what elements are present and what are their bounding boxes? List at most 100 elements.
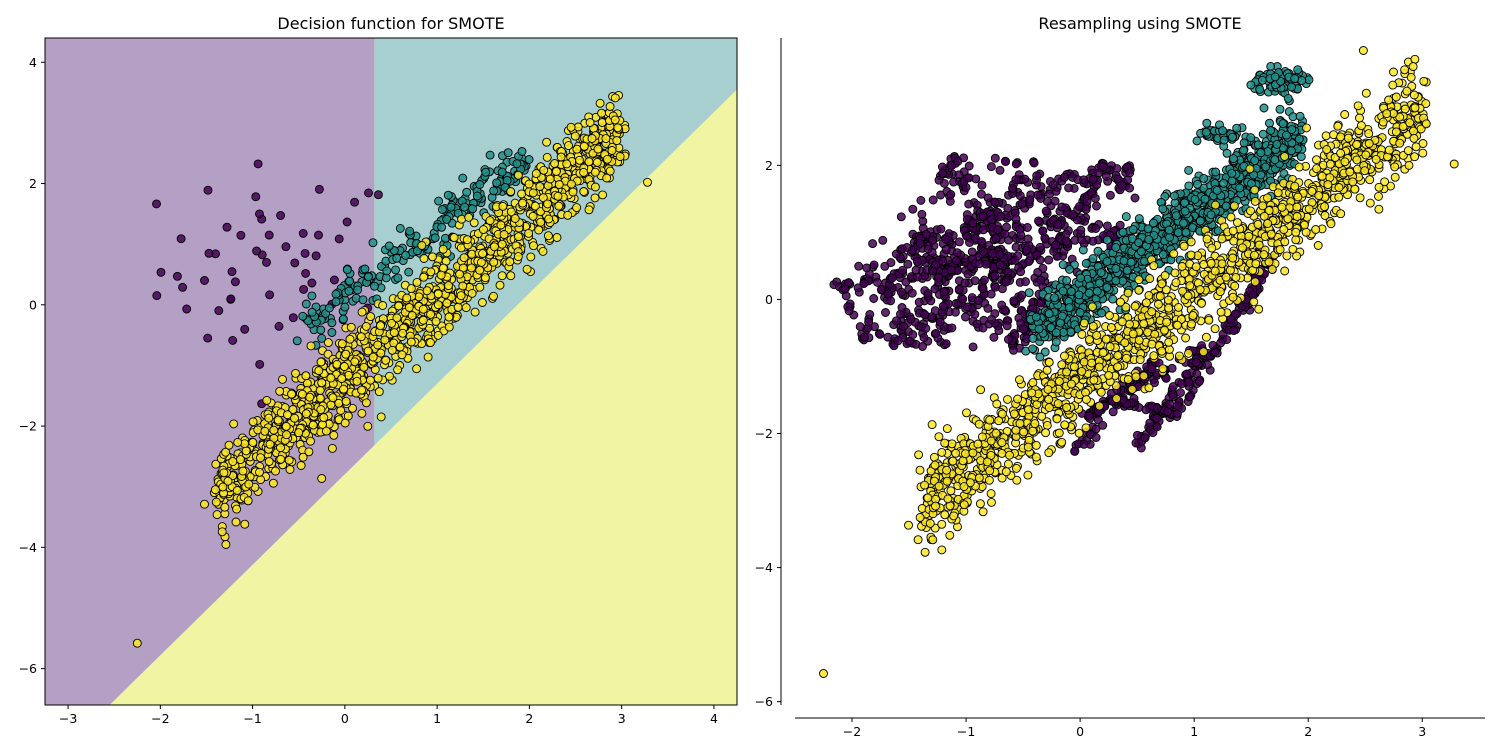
point-class-2 xyxy=(361,398,371,408)
point-class-2 xyxy=(238,466,248,476)
point-class-0 xyxy=(178,282,188,292)
point-class-0 xyxy=(1016,230,1026,240)
point-class-0 xyxy=(276,211,286,220)
point-class-1 xyxy=(1266,61,1276,71)
point-class-2 xyxy=(361,321,371,331)
point-class-2 xyxy=(542,137,552,147)
point-class-2 xyxy=(590,193,600,203)
point-class-0 xyxy=(899,321,908,331)
point-class-2 xyxy=(373,340,383,350)
point-class-1 xyxy=(1119,256,1129,266)
point-class-0 xyxy=(951,256,961,266)
point-class-1 xyxy=(1193,179,1202,189)
point-class-2 xyxy=(1074,428,1084,438)
point-class-2 xyxy=(285,465,295,474)
point-class-2 xyxy=(387,345,397,355)
point-class-1 xyxy=(292,336,302,346)
point-class-0 xyxy=(262,257,271,267)
point-class-2 xyxy=(348,403,357,413)
point-class-2 xyxy=(1267,264,1277,274)
point-class-0 xyxy=(997,300,1007,310)
point-class-1 xyxy=(331,289,341,299)
point-class-1 xyxy=(1286,146,1296,156)
point-class-0 xyxy=(1191,357,1201,367)
point-class-1 xyxy=(1250,156,1260,166)
point-class-0 xyxy=(963,269,973,279)
point-class-0 xyxy=(923,288,933,298)
point-class-0 xyxy=(961,312,970,322)
point-class-0 xyxy=(859,332,869,342)
point-class-1 xyxy=(1095,278,1104,288)
point-class-2 xyxy=(562,159,572,169)
point-class-2 xyxy=(308,420,318,430)
point-class-2 xyxy=(356,332,366,342)
point-class-1 xyxy=(1121,212,1131,222)
point-class-0 xyxy=(1025,195,1035,205)
point-class-2 xyxy=(1101,334,1111,344)
point-class-2 xyxy=(551,167,561,176)
point-class-2 xyxy=(506,187,516,196)
point-class-2 xyxy=(221,540,231,549)
point-class-2 xyxy=(287,389,296,399)
point-class-1 xyxy=(1173,228,1183,237)
point-class-2 xyxy=(328,393,338,403)
point-class-1 xyxy=(1261,162,1271,172)
point-class-2 xyxy=(1186,237,1196,247)
point-class-1 xyxy=(1219,135,1229,145)
point-class-2 xyxy=(339,362,349,372)
point-class-0 xyxy=(1165,399,1175,409)
point-class-2 xyxy=(329,430,339,440)
point-class-2 xyxy=(510,214,520,223)
point-class-0 xyxy=(236,230,246,240)
point-class-2 xyxy=(613,123,623,133)
point-class-0 xyxy=(1008,183,1017,193)
point-class-0 xyxy=(1229,326,1239,336)
point-class-0 xyxy=(939,178,949,188)
point-class-1 xyxy=(1111,243,1121,252)
point-class-0 xyxy=(964,173,974,183)
point-class-2 xyxy=(1225,265,1235,275)
point-class-2 xyxy=(1374,191,1383,201)
point-class-1 xyxy=(1190,194,1200,204)
point-class-1 xyxy=(1111,264,1121,273)
point-class-0 xyxy=(1088,236,1098,246)
point-class-0 xyxy=(1061,236,1071,246)
point-class-0 xyxy=(1098,162,1108,172)
point-class-2 xyxy=(568,187,578,197)
point-class-1 xyxy=(1202,118,1212,128)
point-class-2 xyxy=(404,303,414,312)
point-class-2 xyxy=(566,179,576,189)
point-class-0 xyxy=(946,265,956,275)
point-class-1 xyxy=(1235,183,1245,193)
point-class-2 xyxy=(423,352,433,362)
point-class-0 xyxy=(915,239,925,248)
point-class-0 xyxy=(865,309,875,319)
point-class-2 xyxy=(264,457,274,466)
point-class-0 xyxy=(1140,433,1150,443)
point-class-1 xyxy=(391,265,401,275)
point-class-2 xyxy=(217,527,227,537)
point-class-2 xyxy=(343,411,353,421)
x-tick-label: 4 xyxy=(710,711,718,726)
point-class-1 xyxy=(517,147,527,156)
y-tick-label: 4 xyxy=(29,55,37,70)
point-class-2 xyxy=(438,244,448,254)
point-class-1 xyxy=(1035,352,1045,362)
point-class-2 xyxy=(352,376,362,386)
point-class-2 xyxy=(610,93,620,103)
point-class-2 xyxy=(587,134,597,143)
point-class-1 xyxy=(1199,173,1209,183)
point-class-2 xyxy=(1353,101,1363,111)
point-class-1 xyxy=(331,297,341,307)
point-class-1 xyxy=(1200,194,1210,204)
point-class-2 xyxy=(524,228,534,238)
point-class-1 xyxy=(1092,286,1102,296)
point-class-2 xyxy=(572,203,582,213)
point-class-0 xyxy=(1117,180,1127,190)
point-class-2 xyxy=(426,267,436,277)
point-class-0 xyxy=(265,290,275,300)
point-class-2 xyxy=(464,212,474,222)
point-class-1 xyxy=(327,328,337,337)
point-class-2 xyxy=(478,225,488,235)
point-class-2 xyxy=(524,179,534,189)
